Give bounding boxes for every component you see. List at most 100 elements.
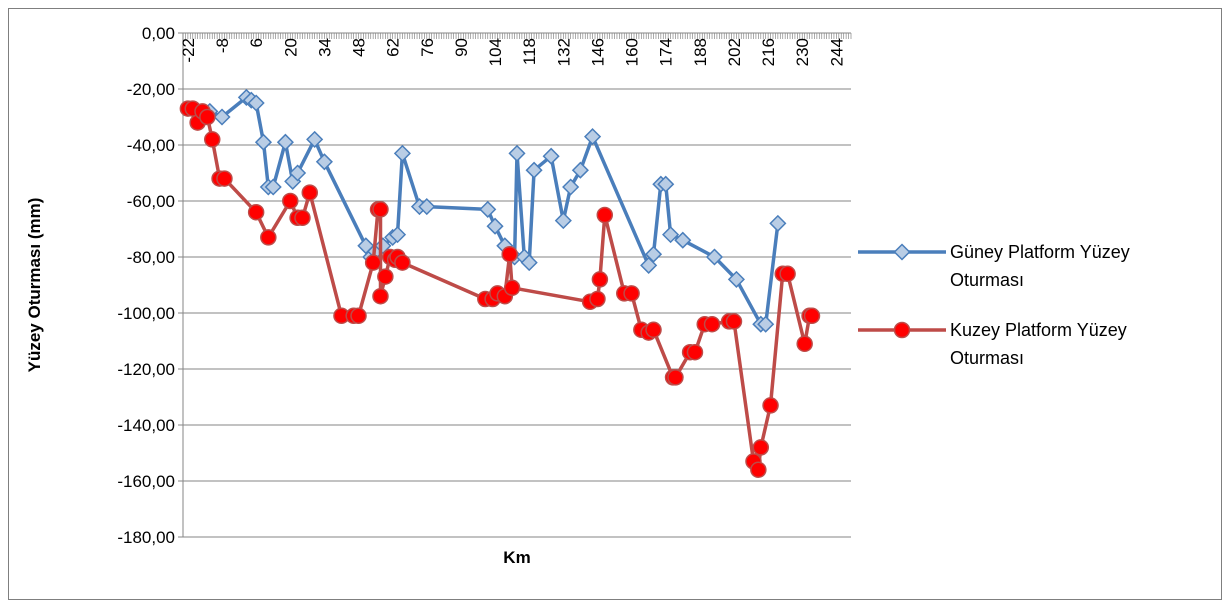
x-tick-label: 146	[588, 38, 607, 66]
data-point	[294, 209, 311, 227]
y-tick-label: -100,00	[117, 304, 175, 323]
y-tick-label: -180,00	[117, 528, 175, 547]
y-tick-labels: 0,00 -20,00 -40,00 -60,00 -80,00 -100,00 -120,…	[117, 24, 175, 547]
data-point	[508, 144, 526, 162]
data-point	[640, 256, 658, 274]
data-point	[591, 271, 609, 288]
data-point	[372, 201, 389, 218]
legend: Güney Platform Yüzey Oturması Kuzey Platfo…	[858, 242, 1130, 368]
data-point	[372, 287, 389, 305]
y-tick-label: -60,00	[127, 192, 175, 211]
data-point	[803, 307, 821, 325]
data-point	[525, 161, 543, 179]
x-tick-label: 230	[793, 38, 812, 66]
y-tick-label: -160,00	[117, 472, 175, 491]
data-point	[645, 321, 662, 339]
data-point	[315, 153, 333, 171]
data-point	[752, 439, 770, 456]
x-tick-label: 188	[691, 38, 710, 66]
y-tick-label: -20,00	[127, 80, 175, 99]
data-point	[479, 200, 497, 218]
x-tick-label: 202	[725, 38, 744, 66]
data-point	[377, 268, 394, 285]
legend-label: Güney Platform Yüzey Oturması	[950, 242, 1130, 290]
data-point	[686, 343, 704, 361]
data-point	[418, 198, 436, 216]
legend-label: Kuzey Platform Yüzey Oturması	[950, 320, 1127, 368]
data-point	[213, 108, 231, 126]
data-point	[364, 254, 382, 271]
data-point	[725, 313, 743, 330]
data-point	[571, 161, 589, 179]
data-point	[757, 315, 775, 333]
data-point	[199, 108, 216, 126]
data-point	[276, 133, 294, 151]
data-point	[204, 131, 221, 148]
axes	[178, 32, 852, 538]
y-tick-label: -120,00	[117, 360, 175, 379]
x-tick-label: -8	[213, 38, 232, 53]
legend-swatch-marker	[893, 321, 911, 339]
x-tick-label: -22	[179, 38, 198, 63]
data-point	[623, 285, 640, 302]
x-tick-label: 76	[418, 38, 437, 57]
data-point	[503, 279, 521, 297]
data-point	[554, 212, 572, 230]
data-point	[589, 290, 606, 308]
y-axis-title: Yüzey Oturması (mm)	[25, 198, 44, 373]
data-point	[247, 203, 265, 221]
legend-item-1: Kuzey Platform Yüzey Oturması	[858, 320, 1127, 368]
data-point	[562, 178, 580, 196]
series-1	[179, 100, 821, 479]
x-tick-label: 90	[452, 38, 471, 57]
x-tick-label: 244	[827, 38, 846, 66]
data-point	[644, 245, 663, 263]
x-tick-label: 6	[247, 38, 266, 47]
data-point	[254, 133, 273, 151]
data-point	[705, 248, 724, 266]
y-tick-label: -140,00	[117, 416, 175, 435]
data-point	[667, 369, 684, 386]
data-point	[520, 254, 538, 272]
series-0	[201, 88, 787, 333]
data-point	[727, 270, 745, 288]
x-tick-label: 20	[281, 38, 300, 57]
data-point	[260, 229, 277, 246]
x-tick-label: 48	[350, 38, 369, 57]
data-point	[796, 335, 813, 353]
x-axis-title: Km	[503, 548, 530, 567]
data-point	[247, 94, 265, 112]
data-point	[393, 144, 411, 162]
x-tick-label: 132	[554, 38, 573, 66]
data-point	[542, 147, 560, 165]
data-point	[301, 184, 319, 201]
data-point	[769, 214, 787, 232]
x-tick-label: 160	[623, 38, 642, 66]
x-tick-label: 62	[384, 38, 403, 57]
data-point	[596, 206, 614, 224]
data-point	[750, 461, 767, 479]
data-point	[282, 192, 299, 210]
legend-swatch-marker	[893, 243, 911, 261]
data-point	[501, 245, 518, 263]
x-tick-label: 104	[486, 38, 505, 66]
data-point	[394, 254, 411, 271]
data-point	[584, 128, 602, 146]
data-point	[662, 226, 680, 244]
x-tick-labels: -22 -8 6 20 34 48 62 76 90 104 118 132 146 160 174 188 2…	[179, 38, 846, 66]
data-point	[350, 307, 367, 325]
y-tick-label: -80,00	[127, 248, 175, 267]
series	[179, 88, 821, 479]
data-point	[657, 175, 675, 193]
data-point	[674, 231, 692, 249]
data-point	[762, 397, 779, 414]
y-tick-label: 0,00	[142, 24, 175, 43]
x-tick-label: 216	[759, 38, 778, 66]
x-tick-label: 118	[520, 38, 539, 65]
data-point	[388, 226, 407, 244]
data-point	[264, 178, 282, 196]
legend-item-0: Güney Platform Yüzey Oturması	[858, 242, 1130, 290]
data-point	[779, 265, 796, 283]
y-tick-label: -40,00	[127, 136, 175, 155]
